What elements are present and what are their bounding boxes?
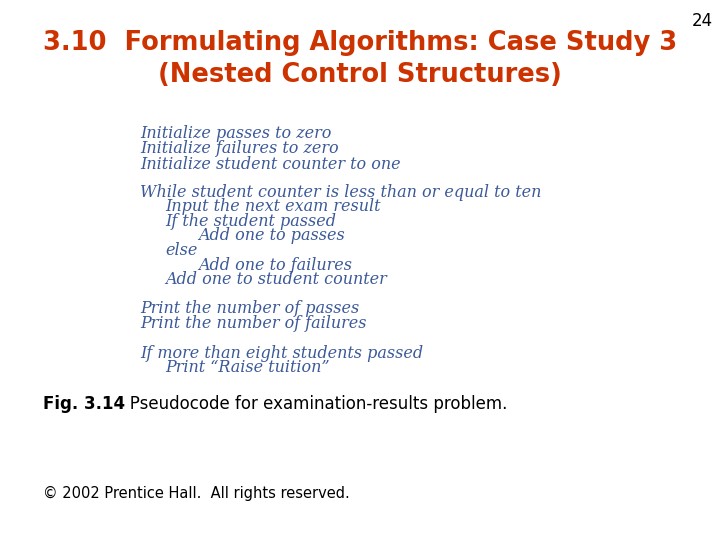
Text: Initialize passes to zero: Initialize passes to zero — [140, 125, 332, 142]
Text: (Nested Control Structures): (Nested Control Structures) — [158, 62, 562, 88]
Text: Add one to failures: Add one to failures — [198, 256, 352, 273]
Text: Add one to passes: Add one to passes — [198, 227, 345, 244]
Text: Fig. 3.14: Fig. 3.14 — [43, 395, 125, 413]
Text: Initialize failures to zero: Initialize failures to zero — [140, 140, 339, 157]
Text: While student counter is less than or equal to ten: While student counter is less than or eq… — [140, 184, 541, 200]
Text: Pseudocode for examination-results problem.: Pseudocode for examination-results probl… — [114, 395, 507, 413]
Text: If the student passed: If the student passed — [166, 213, 337, 230]
Text: else: else — [166, 242, 198, 259]
Text: © 2002 Prentice Hall.  All rights reserved.: © 2002 Prentice Hall. All rights reserve… — [43, 486, 350, 501]
Text: 24: 24 — [692, 12, 713, 30]
Text: 3.10  Formulating Algorithms: Case Study 3: 3.10 Formulating Algorithms: Case Study … — [43, 30, 677, 56]
Text: If more than eight students passed: If more than eight students passed — [140, 345, 423, 361]
Text: Print the number of failures: Print the number of failures — [140, 315, 367, 332]
Text: Add one to student counter: Add one to student counter — [166, 271, 387, 288]
Text: Print “Raise tuition”: Print “Raise tuition” — [166, 359, 330, 376]
Text: Input the next exam result: Input the next exam result — [166, 198, 381, 215]
Text: Initialize student counter to one: Initialize student counter to one — [140, 156, 401, 172]
Text: Print the number of passes: Print the number of passes — [140, 300, 360, 317]
